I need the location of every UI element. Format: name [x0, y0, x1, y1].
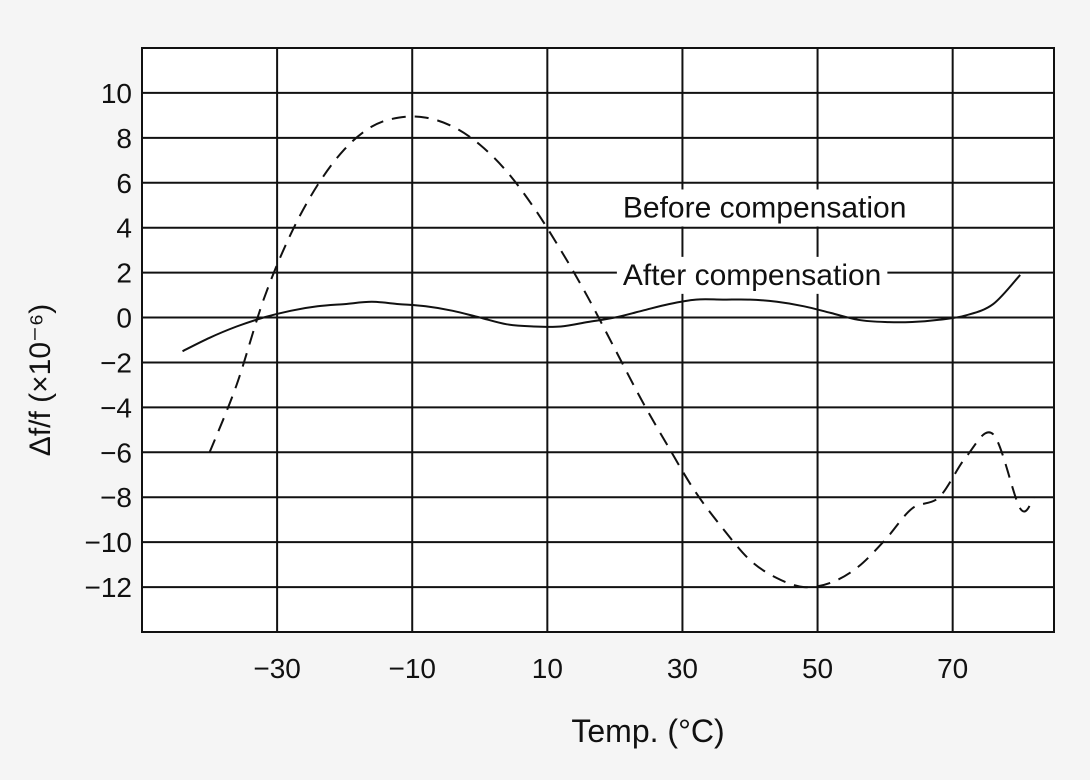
- series-label-background: [616, 256, 888, 294]
- x-tick-label: 70: [937, 653, 968, 684]
- grid: [142, 48, 1054, 632]
- x-tick-labels: −30 −10 10 30 50 70: [253, 653, 968, 684]
- series-label: After compensation: [623, 259, 881, 292]
- series-label-background: [616, 189, 913, 227]
- y-tick-labels: 10 8 6 4 2 0 −2 −4 −6 −8 −10 −12: [85, 78, 133, 603]
- y-tick-label: 4: [116, 213, 132, 244]
- y-tick-label: 10: [101, 78, 132, 109]
- y-tick-label: −2: [100, 347, 132, 378]
- series-label: Before compensation: [623, 191, 907, 224]
- x-tick-label: −30: [253, 653, 301, 684]
- y-tick-label: 2: [116, 258, 132, 289]
- y-tick-label: 8: [116, 123, 132, 154]
- series-labels: Before compensation After compensation: [616, 189, 913, 294]
- x-tick-label: −10: [388, 653, 436, 684]
- x-tick-label: 50: [802, 653, 833, 684]
- x-tick-label: 10: [532, 653, 563, 684]
- x-tick-label: 30: [667, 653, 698, 684]
- series-line-before-compensation: [208, 115, 1035, 589]
- y-tick-label: −6: [100, 437, 132, 468]
- series-line-after-compensation: [182, 274, 1021, 353]
- y-axis-label: Δf/f (×10⁻⁶): [24, 304, 57, 456]
- y-tick-label: −4: [100, 392, 132, 423]
- y-tick-label: 0: [116, 303, 132, 334]
- series-layer: [182, 115, 1035, 589]
- y-tick-label: −8: [100, 482, 132, 513]
- plot-frame: [141, 47, 1055, 633]
- y-tick-label: −12: [85, 572, 133, 603]
- x-axis-label: Temp. (°C): [571, 713, 724, 749]
- y-tick-label: 6: [116, 168, 132, 199]
- y-tick-label: −10: [85, 527, 133, 558]
